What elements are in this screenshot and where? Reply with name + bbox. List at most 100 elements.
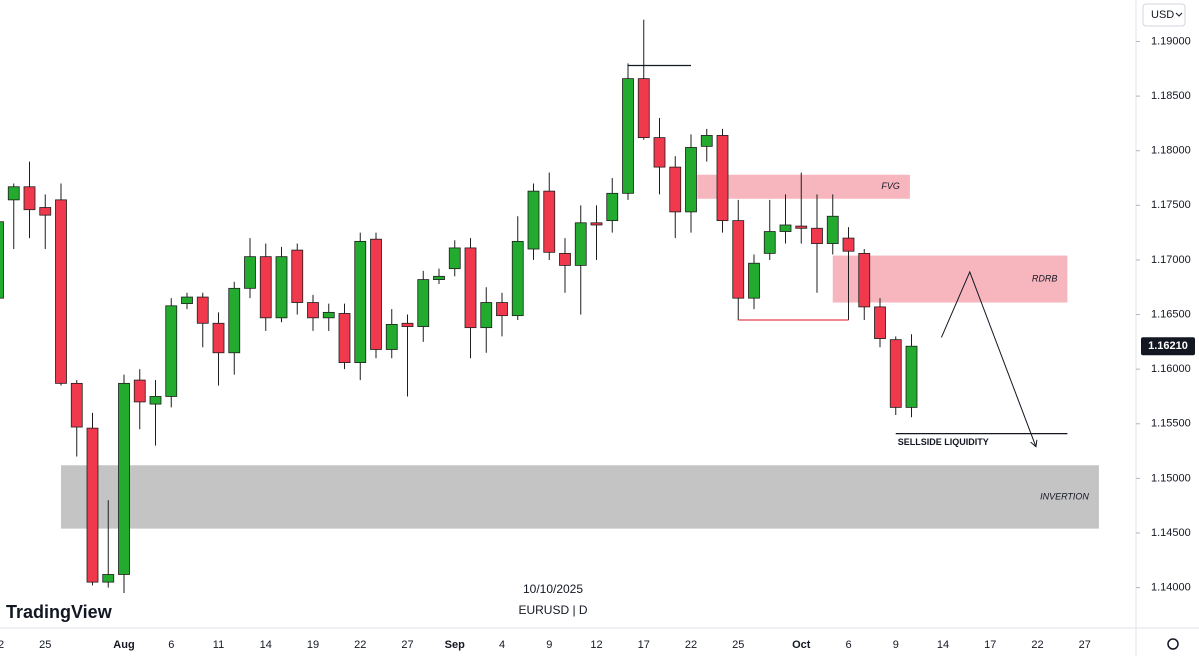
candle-body <box>244 256 256 289</box>
candle-body <box>858 252 871 308</box>
candle-body <box>322 311 335 319</box>
candle-body <box>511 240 524 317</box>
candle-body <box>401 322 414 327</box>
symbol: EURUSD | D <box>518 603 587 617</box>
brand: TradingView <box>6 602 113 622</box>
last-price-label: 1.16210 <box>1148 340 1188 352</box>
candle-body <box>637 78 650 139</box>
x-tick-label: 11 <box>213 639 224 651</box>
candle-body <box>212 322 225 354</box>
candle-body <box>748 262 760 299</box>
candle-body <box>574 222 587 266</box>
candle-body <box>590 222 603 226</box>
x-tick-label: 22 <box>0 639 4 651</box>
candle-body <box>527 190 540 250</box>
zone <box>61 465 1099 529</box>
candle-body <box>338 313 351 364</box>
candle-body <box>496 302 508 317</box>
candle-body <box>165 305 178 397</box>
x-tick-label: 17 <box>638 639 650 651</box>
candle-body <box>118 382 130 575</box>
candle-body <box>842 237 855 252</box>
candle-body <box>811 227 823 244</box>
x-tick-label: 25 <box>732 639 744 651</box>
candle-body <box>102 574 115 583</box>
candle-body <box>181 296 193 305</box>
candle-body <box>795 225 808 229</box>
candle-body <box>716 135 729 222</box>
chevron <box>1175 12 1183 17</box>
y-tick-label: 1.14000 <box>1151 581 1191 593</box>
candle-body <box>464 247 477 329</box>
candle-body <box>23 186 36 211</box>
candle-body <box>39 207 52 216</box>
candle-body <box>480 302 493 329</box>
candle-body <box>417 279 430 327</box>
candle-body <box>133 379 146 403</box>
y-tick-label: 1.17500 <box>1151 199 1191 211</box>
candle-body <box>228 287 241 354</box>
zone <box>697 174 910 199</box>
candle-body <box>7 186 20 201</box>
candle-body <box>70 382 83 428</box>
plot-area: FVG RDRB INVERTION SELLSIDE LIQUIDITY <box>0 19 1099 594</box>
candle-body <box>559 252 571 266</box>
x-tick-label: 27 <box>1079 639 1091 651</box>
candle-body <box>275 256 288 319</box>
zone-label: RDRB <box>1032 273 1058 283</box>
x-tick-label: 27 <box>401 639 413 651</box>
x-tick-label: 9 <box>546 639 552 651</box>
candle-body <box>433 275 445 280</box>
candle-body <box>0 221 4 299</box>
x-tick-label: 6 <box>845 639 851 651</box>
candle-body <box>354 240 367 364</box>
currency-button[interactable] <box>1142 3 1186 27</box>
x-tick-label: 4 <box>499 639 505 651</box>
date: 10/10/2025 <box>523 582 583 596</box>
x-tick-label: Sep <box>445 639 465 651</box>
y-tick-label: 1.15000 <box>1151 472 1191 484</box>
currency[interactable]: USD <box>1151 9 1174 21</box>
level-label: SELLSIDE LIQUIDITY <box>898 437 989 447</box>
candle-body <box>385 323 398 350</box>
x-tick-label: 22 <box>354 639 366 651</box>
arrow-head <box>1030 439 1038 448</box>
x-tick-label: 12 <box>590 639 602 651</box>
candle-body <box>779 224 792 232</box>
x-tick-label: 6 <box>168 639 174 651</box>
candle-body <box>307 302 319 319</box>
y-tick-label: 1.17000 <box>1151 254 1191 266</box>
zone-label: FVG <box>881 181 900 191</box>
candle-body <box>700 135 713 147</box>
candle-body <box>543 190 556 253</box>
candle-body <box>606 192 619 222</box>
candle-body <box>874 306 886 339</box>
y-tick-label: 1.18000 <box>1151 145 1191 157</box>
x-tick-label: 14 <box>937 639 949 651</box>
settings-icon[interactable] <box>1167 638 1179 650</box>
y-tick-label: 1.19000 <box>1151 35 1191 47</box>
x-tick-label: 22 <box>1031 639 1043 651</box>
candle-body <box>291 249 304 303</box>
candle-body <box>622 78 634 194</box>
candle-body <box>86 427 99 583</box>
x-tick-label: 14 <box>260 639 272 651</box>
candle-body <box>196 296 209 324</box>
candle-body <box>905 345 918 408</box>
y-tick-label: 1.18500 <box>1151 90 1191 102</box>
candle-body <box>149 396 162 405</box>
x-tick-label: 9 <box>893 639 899 651</box>
y-tick-label: 1.14500 <box>1151 527 1191 539</box>
projection-path <box>940 270 1037 447</box>
candle-body <box>653 137 666 168</box>
y-tick-label: 1.16000 <box>1151 363 1191 375</box>
candle-body <box>763 231 776 254</box>
y-tick-label: 1.16500 <box>1151 308 1191 320</box>
candle-body <box>370 238 382 350</box>
x-tick-label: Aug <box>113 639 134 651</box>
candle-body <box>669 166 682 213</box>
candle-body <box>826 215 839 244</box>
last-price-box <box>1141 337 1195 356</box>
candle-body <box>448 247 461 270</box>
candle-body <box>259 256 272 319</box>
